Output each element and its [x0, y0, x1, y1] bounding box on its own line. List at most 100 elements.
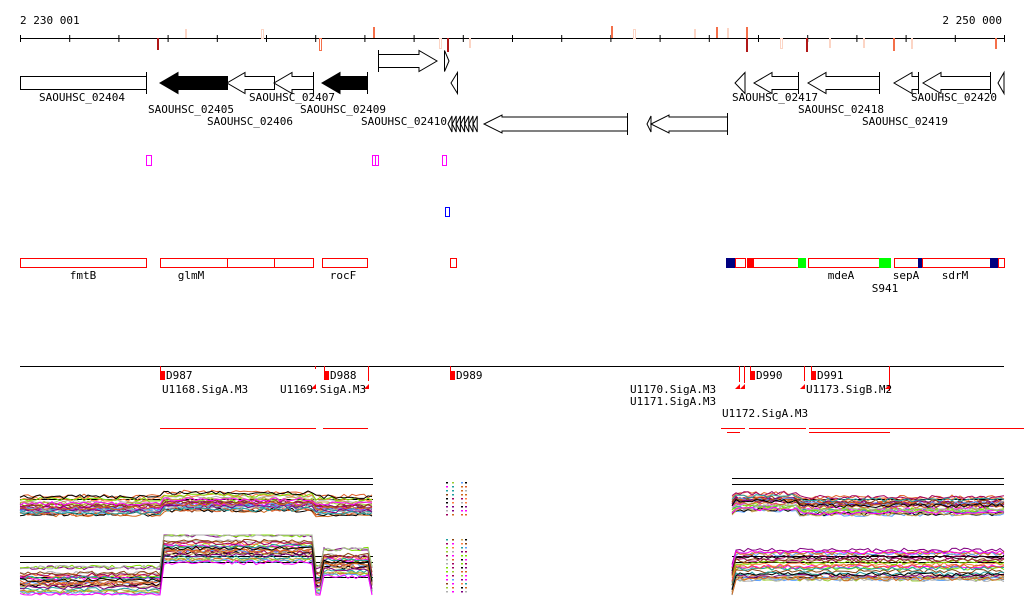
gene-label[interactable]: SAOUHSC_02418	[798, 103, 884, 116]
gene-arrow[interactable]	[450, 70, 458, 96]
gene-arrow[interactable]	[455, 115, 461, 133]
operon-segment[interactable]	[798, 258, 806, 268]
gene-arrow[interactable]	[464, 115, 470, 133]
site-marker[interactable]	[995, 38, 997, 49]
gene-arrow[interactable]	[20, 76, 147, 90]
operon-label[interactable]: fmtB	[70, 269, 97, 282]
gene-arrow[interactable]	[159, 71, 228, 95]
tu-label[interactable]: U1170.SigA.M3	[630, 383, 716, 396]
gene-label[interactable]: SAOUHSC_02406	[207, 115, 293, 128]
gene-label[interactable]: SAOUHSC_02419	[862, 115, 948, 128]
operon-label[interactable]: rocF	[330, 269, 357, 282]
site-marker[interactable]	[261, 29, 264, 39]
tss-label[interactable]: D988	[330, 369, 357, 382]
gene-arrow[interactable]	[753, 71, 799, 95]
operon-segment[interactable]	[747, 258, 754, 268]
gene-arrow[interactable]	[447, 115, 453, 133]
transcription-unit-track[interactable]	[20, 366, 1024, 433]
tu-label[interactable]: U1171.SigA.M3	[630, 395, 716, 408]
gene-arrow[interactable]	[451, 115, 457, 133]
operon-box[interactable]	[20, 258, 147, 268]
gene-arrow[interactable]	[321, 71, 368, 95]
operon-box[interactable]	[450, 258, 457, 268]
tss-label[interactable]: D990	[756, 369, 783, 382]
tss-label[interactable]: D987	[166, 369, 193, 382]
gene-arrow[interactable]	[444, 50, 450, 72]
gene-arrow[interactable]	[378, 49, 438, 73]
gene-arrow[interactable]	[482, 114, 628, 134]
gene-track[interactable]	[20, 49, 1005, 135]
gene-label[interactable]: SAOUHSC_02409	[300, 103, 386, 116]
operon-box[interactable]	[998, 258, 1005, 268]
operon-box[interactable]	[274, 258, 314, 268]
operon-box[interactable]	[747, 258, 799, 268]
site-marker[interactable]	[746, 27, 748, 38]
gene-arrow[interactable]	[893, 71, 919, 95]
site-marker[interactable]	[694, 29, 696, 38]
operon-label[interactable]: sepA	[893, 269, 920, 282]
gene-arrow[interactable]	[807, 71, 880, 95]
site-marker[interactable]	[447, 38, 449, 52]
gene-arrow[interactable]	[997, 70, 1005, 96]
gene-label[interactable]: SAOUHSC_02404	[39, 91, 125, 104]
site-marker[interactable]	[157, 38, 159, 50]
site-marker[interactable]	[633, 29, 636, 39]
gene-arrow[interactable]	[734, 71, 746, 95]
gene-arrow[interactable]	[649, 114, 728, 134]
gene-arrow[interactable]	[922, 71, 991, 95]
operon-box[interactable]	[227, 258, 275, 268]
feature-box[interactable]	[445, 207, 450, 217]
tu-label[interactable]: U1168.SigA.M3	[162, 383, 248, 396]
operon-label[interactable]: mdeA	[828, 269, 855, 282]
operon-box[interactable]	[735, 258, 746, 268]
tu-label[interactable]: U1172.SigA.M3	[722, 407, 808, 420]
operon-box[interactable]	[322, 258, 368, 268]
tu-label[interactable]: U1173.SigB.M2	[806, 383, 892, 396]
gene-label[interactable]: SAOUHSC_02407	[249, 91, 335, 104]
expression-tick	[446, 494, 448, 496]
operon-box[interactable]	[160, 258, 228, 268]
operon-box[interactable]	[894, 258, 919, 268]
feature-box[interactable]	[375, 155, 379, 166]
site-marker[interactable]	[469, 38, 471, 48]
tss-label[interactable]: D991	[817, 369, 844, 382]
site-marker[interactable]	[780, 38, 783, 49]
feature-box[interactable]	[146, 155, 152, 166]
gene-arrow[interactable]	[460, 115, 466, 133]
site-marker[interactable]	[727, 28, 729, 38]
site-marker[interactable]	[863, 38, 865, 48]
site-marker[interactable]	[746, 38, 748, 52]
operon-segment[interactable]	[726, 258, 735, 268]
operon-box[interactable]	[808, 258, 880, 268]
tu-label[interactable]: U1169.SigA.M3	[280, 383, 366, 396]
gene-label[interactable]: SAOUHSC_02405	[148, 103, 234, 116]
site-marker[interactable]	[185, 29, 187, 38]
operon-label[interactable]: glmM	[178, 269, 205, 282]
operon-track[interactable]	[20, 258, 1005, 268]
feature-box[interactable]	[442, 155, 447, 166]
site-marker[interactable]	[373, 27, 375, 38]
gene-label[interactable]: SAOUHSC_02410	[361, 115, 447, 128]
operon-label[interactable]: sdrM	[942, 269, 969, 282]
gene-arrow[interactable]	[226, 71, 275, 95]
gene-arrow[interactable]	[472, 115, 478, 133]
site-marker[interactable]	[911, 38, 913, 49]
operon-segment[interactable]	[918, 258, 922, 268]
site-marker[interactable]	[716, 27, 718, 38]
gene-label[interactable]: SAOUHSC_02420	[911, 91, 997, 104]
site-marker[interactable]	[439, 38, 442, 49]
operon-segment[interactable]	[879, 258, 891, 268]
operon-label[interactable]: S941	[872, 282, 899, 295]
site-marker[interactable]	[829, 38, 831, 48]
gene-arrow[interactable]	[273, 71, 314, 95]
tss-label[interactable]: D989	[456, 369, 483, 382]
operon-segment[interactable]	[990, 258, 998, 268]
operon-box[interactable]	[922, 258, 991, 268]
site-marker[interactable]	[611, 26, 613, 38]
site-marker[interactable]	[806, 38, 808, 52]
site-marker[interactable]	[319, 38, 322, 51]
gene-arrow[interactable]	[468, 115, 474, 133]
site-marker[interactable]	[893, 38, 895, 51]
gene-label[interactable]: SAOUHSC_02417	[732, 91, 818, 104]
